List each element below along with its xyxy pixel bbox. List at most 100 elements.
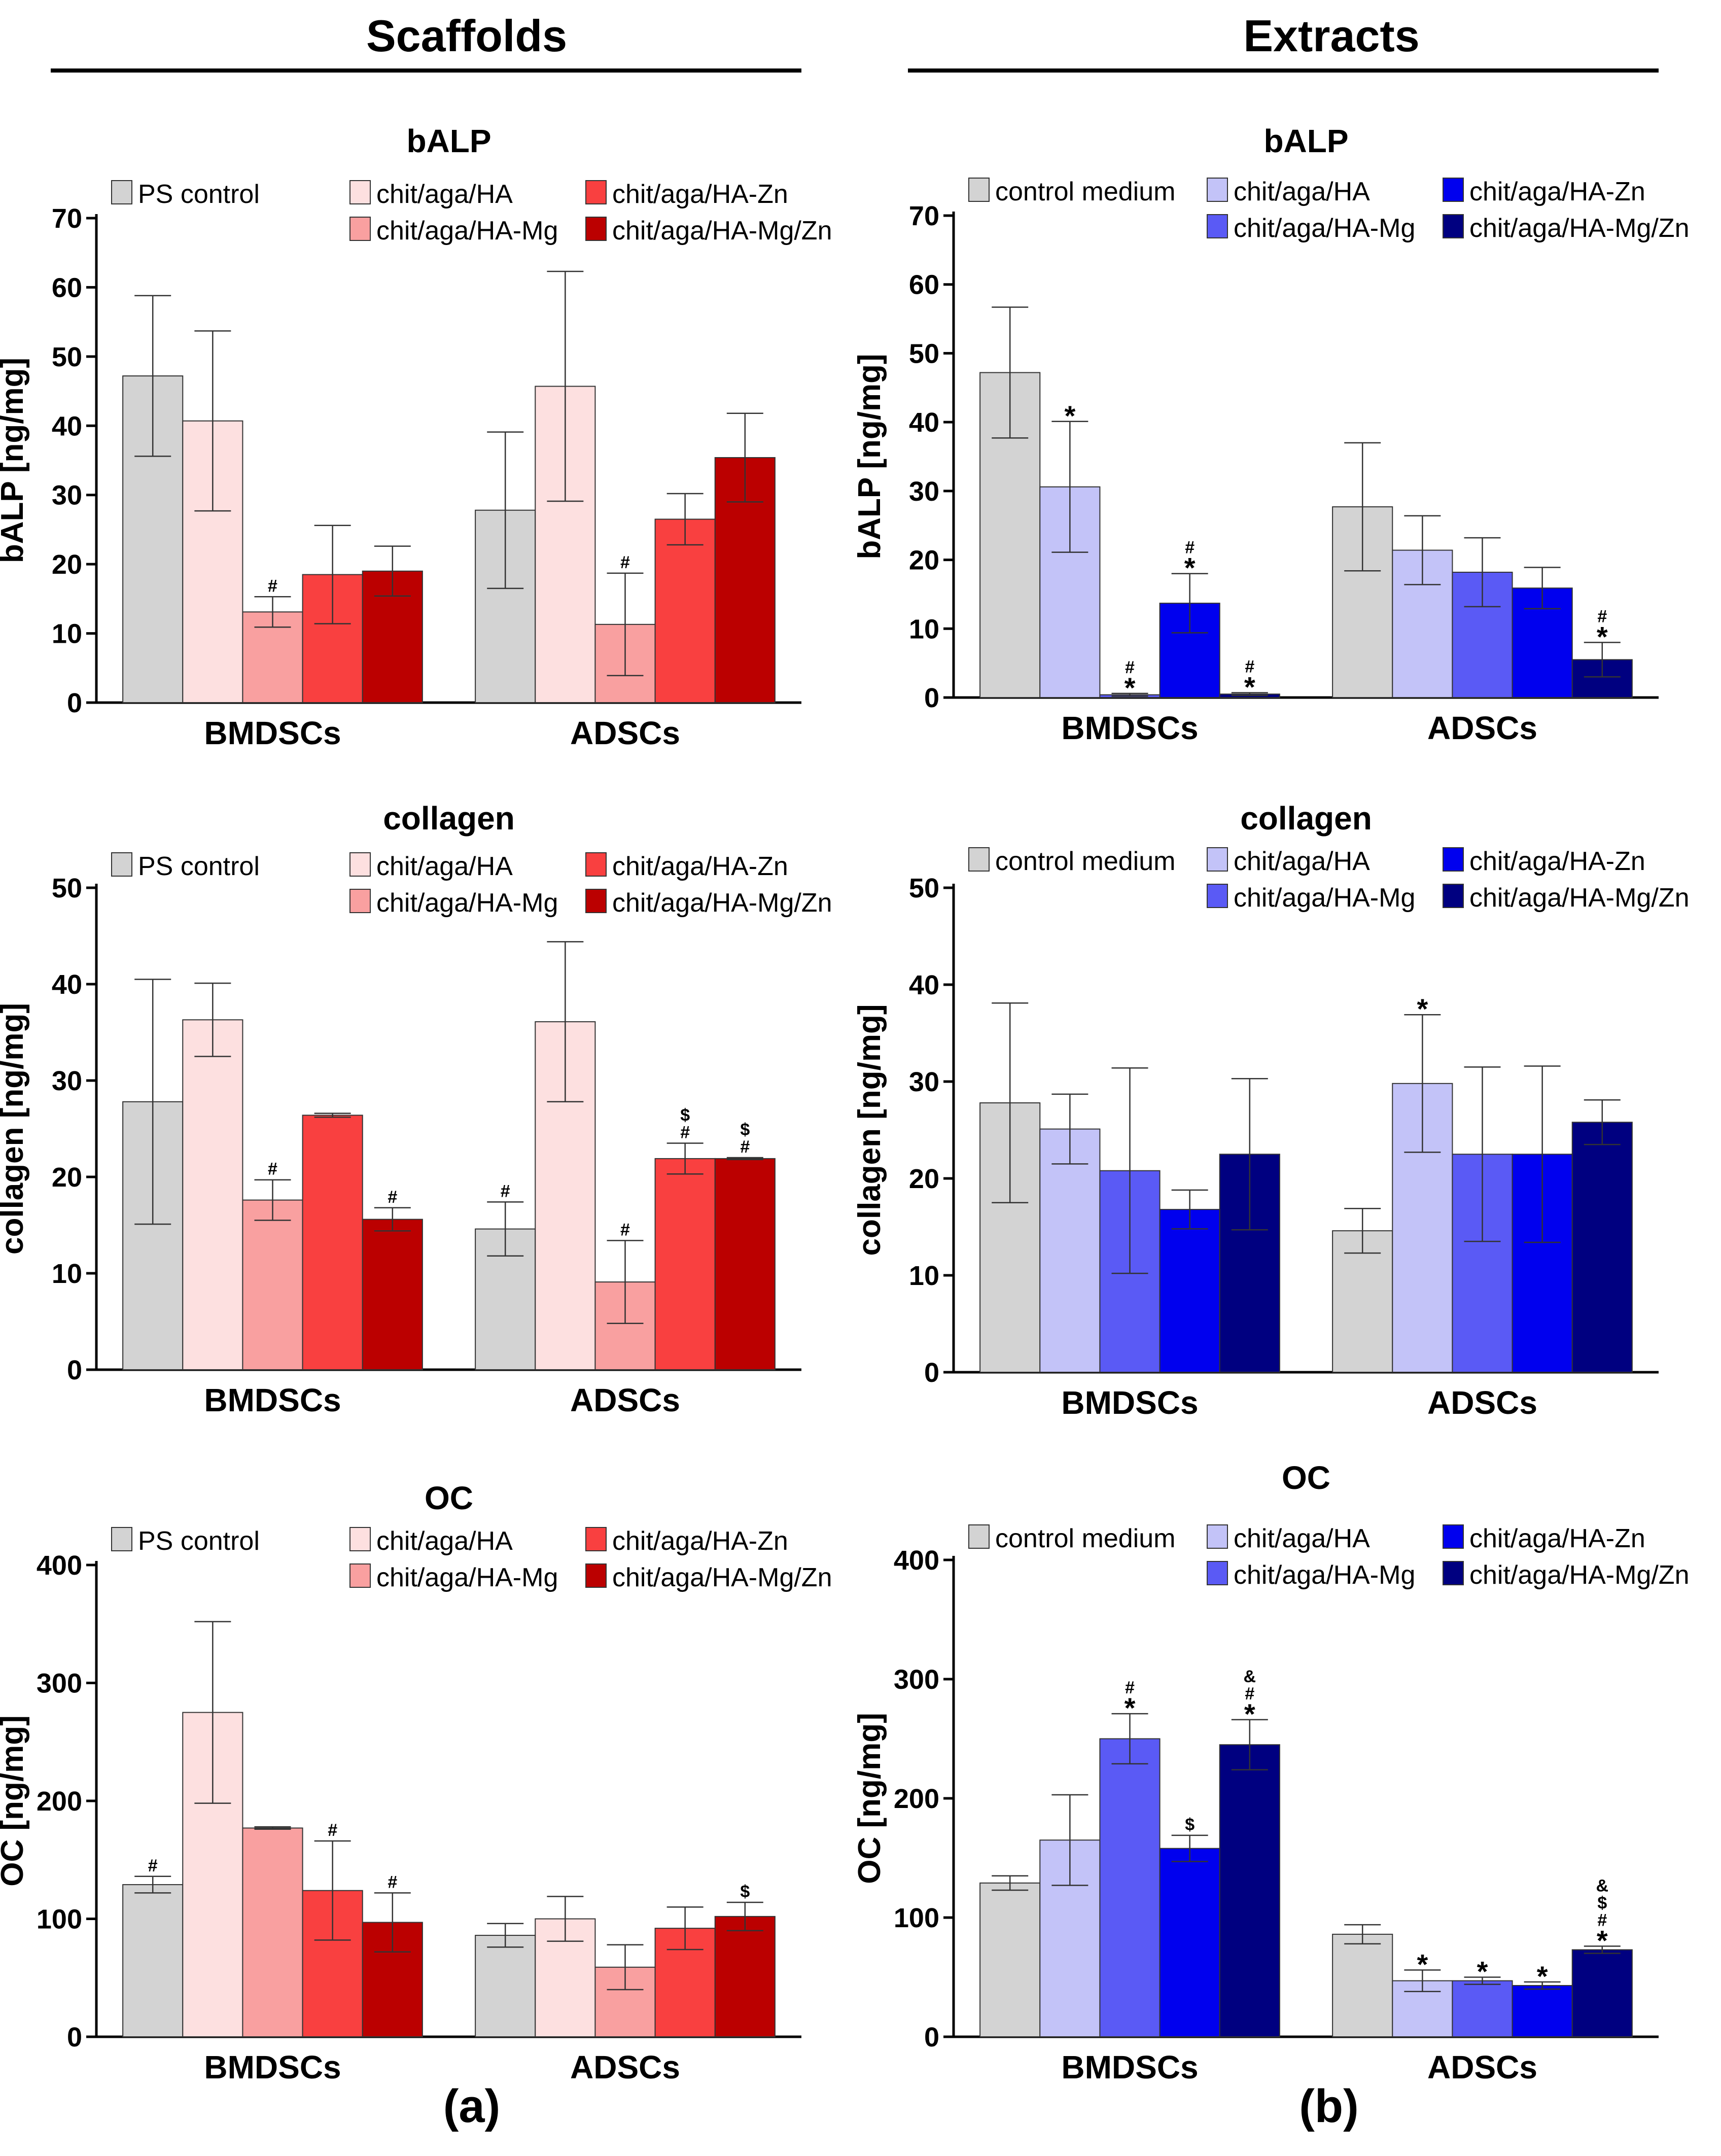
chart-ext-col: collagen collagen [ng/mg] 0 10 20 30 40 50 BMDSC… xyxy=(852,800,1690,1421)
y-tick-label: 20 xyxy=(909,1164,939,1194)
legend-label: chit/aga/HA-Mg xyxy=(1234,1560,1415,1590)
legend-label: chit/aga/HA-Mg/Zn xyxy=(612,1563,832,1592)
y-tick-label: 50 xyxy=(909,873,939,903)
bar-scaf-oc-1-4 xyxy=(714,1916,776,2038)
y-tick-label: 10 xyxy=(52,619,82,649)
y-axis-label: collagen [ng/mg] xyxy=(0,1003,30,1255)
significance-mark: # xyxy=(268,576,277,596)
bar-scaf-col-1-4 xyxy=(714,1158,776,1370)
y-tick-label: 20 xyxy=(52,1162,82,1193)
chart-title: OC xyxy=(425,1480,473,1516)
legend-swatch xyxy=(1207,1524,1228,1549)
y-tick-label: 10 xyxy=(52,1259,82,1289)
legend-swatch xyxy=(1443,214,1464,238)
significance-mark: # xyxy=(388,1872,397,1892)
significance-mark: # xyxy=(1185,538,1195,558)
significance-mark: # xyxy=(268,1160,277,1179)
y-tick-label: 60 xyxy=(909,270,939,300)
bar-scaf-balp-1-3 xyxy=(654,518,716,703)
legend-swatch xyxy=(349,217,371,241)
y-tick-label: 0 xyxy=(67,688,82,718)
legend-swatch xyxy=(1443,884,1464,908)
legend-label: chit/aga/HA xyxy=(376,1526,513,1556)
legend-swatch xyxy=(968,178,990,202)
significance-mark: * xyxy=(1064,400,1075,432)
legend-swatch xyxy=(349,180,371,204)
legend-label: chit/aga/HA-Mg/Zn xyxy=(1469,883,1690,913)
y-tick-label: 10 xyxy=(909,614,939,644)
significance-mark: # xyxy=(1597,1910,1607,1930)
legend-swatch xyxy=(1443,1561,1464,1585)
significance-mark: # xyxy=(1125,658,1135,677)
significance-mark: # xyxy=(501,1181,510,1201)
legend-swatch xyxy=(968,847,990,872)
y-axis-label: bALP [ng/mg] xyxy=(0,358,30,563)
bar-ext-oc-0-4 xyxy=(1219,1744,1280,2037)
bar-ext-oc-1-3 xyxy=(1512,1985,1573,2037)
y-tick-label: 200 xyxy=(894,1784,939,1814)
x-category-label: ADSCs xyxy=(570,1382,680,1418)
column-title-extracts: Extracts xyxy=(1243,11,1420,61)
y-tick-label: 0 xyxy=(67,1355,82,1385)
legend-label: control medium xyxy=(995,847,1175,876)
legend-swatch xyxy=(585,852,607,877)
y-tick-label: 70 xyxy=(52,203,82,234)
y-axis-label: OC [ng/mg] xyxy=(0,1715,30,1887)
significance-mark: * xyxy=(1244,1698,1255,1730)
column-rule-scaffolds xyxy=(51,68,801,73)
significance-mark: $ xyxy=(1185,1815,1195,1834)
y-tick-label: 20 xyxy=(52,549,82,580)
x-category-label: BMDSCs xyxy=(204,2049,341,2085)
bar-ext-oc-0-0 xyxy=(979,1882,1041,2038)
legend-swatch xyxy=(585,180,607,204)
x-category-label: BMDSCs xyxy=(1061,1384,1198,1421)
y-tick-label: 40 xyxy=(909,407,939,438)
significance-mark: # xyxy=(388,1188,397,1207)
y-tick-label: 0 xyxy=(924,683,939,713)
legend-label: PS control xyxy=(138,180,260,209)
y-tick-label: 20 xyxy=(909,545,939,576)
legend-label: PS control xyxy=(138,1526,260,1556)
x-category-label: ADSCs xyxy=(570,715,680,751)
legend-label: chit/aga/HA-Mg/Zn xyxy=(1469,214,1690,243)
y-tick-label: 0 xyxy=(67,2022,82,2053)
legend-label: chit/aga/HA-Zn xyxy=(1469,177,1645,206)
legend-label: chit/aga/HA xyxy=(376,180,513,209)
y-tick-label: 100 xyxy=(894,1903,939,1933)
significance-mark: # xyxy=(1125,1678,1135,1697)
legend-swatch xyxy=(349,1563,371,1588)
significance-mark: $ xyxy=(740,1120,750,1139)
significance-mark: & xyxy=(1244,1667,1256,1686)
legend-swatch xyxy=(1207,1561,1228,1585)
y-tick-label: 50 xyxy=(52,342,82,372)
y-axis-label: OC [ng/mg] xyxy=(852,1713,887,1884)
y-tick-label: 30 xyxy=(909,476,939,507)
x-category-label: BMDSCs xyxy=(1061,710,1198,746)
y-tick-label: 0 xyxy=(924,2022,939,2053)
y-tick-label: 200 xyxy=(37,1786,82,1817)
y-tick-label: 300 xyxy=(894,1664,939,1695)
legend-label: chit/aga/HA-Mg xyxy=(376,216,558,246)
significance-mark: # xyxy=(620,553,630,572)
x-category-label: BMDSCs xyxy=(1061,2049,1198,2085)
legend-label: chit/aga/HA xyxy=(1234,1524,1370,1553)
chart-title: bALP xyxy=(1263,123,1348,159)
y-tick-label: 400 xyxy=(37,1550,82,1581)
bar-ext-col-1-4 xyxy=(1571,1122,1633,1373)
y-axis-label: bALP [ng/mg] xyxy=(852,354,887,559)
bar-ext-col-1-0 xyxy=(1332,1230,1393,1373)
significance-mark: * xyxy=(1244,671,1255,703)
x-category-label: BMDSCs xyxy=(204,715,341,751)
y-tick-label: 30 xyxy=(52,480,82,511)
significance-mark: # xyxy=(680,1123,690,1142)
y-tick-label: 50 xyxy=(52,873,82,903)
legend-swatch xyxy=(585,217,607,241)
legend-swatch xyxy=(1443,1524,1464,1549)
significance-mark: # xyxy=(1597,607,1607,626)
legend-label: chit/aga/HA-Zn xyxy=(612,852,788,881)
legend-swatch xyxy=(349,889,371,913)
bar-scaf-col-0-2 xyxy=(242,1199,303,1371)
